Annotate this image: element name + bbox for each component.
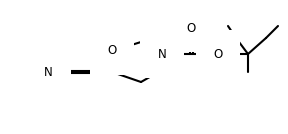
Text: N: N xyxy=(158,47,166,60)
Text: O: O xyxy=(107,44,117,57)
Text: O: O xyxy=(186,21,196,34)
Text: N: N xyxy=(44,66,53,79)
Text: O: O xyxy=(213,47,223,60)
